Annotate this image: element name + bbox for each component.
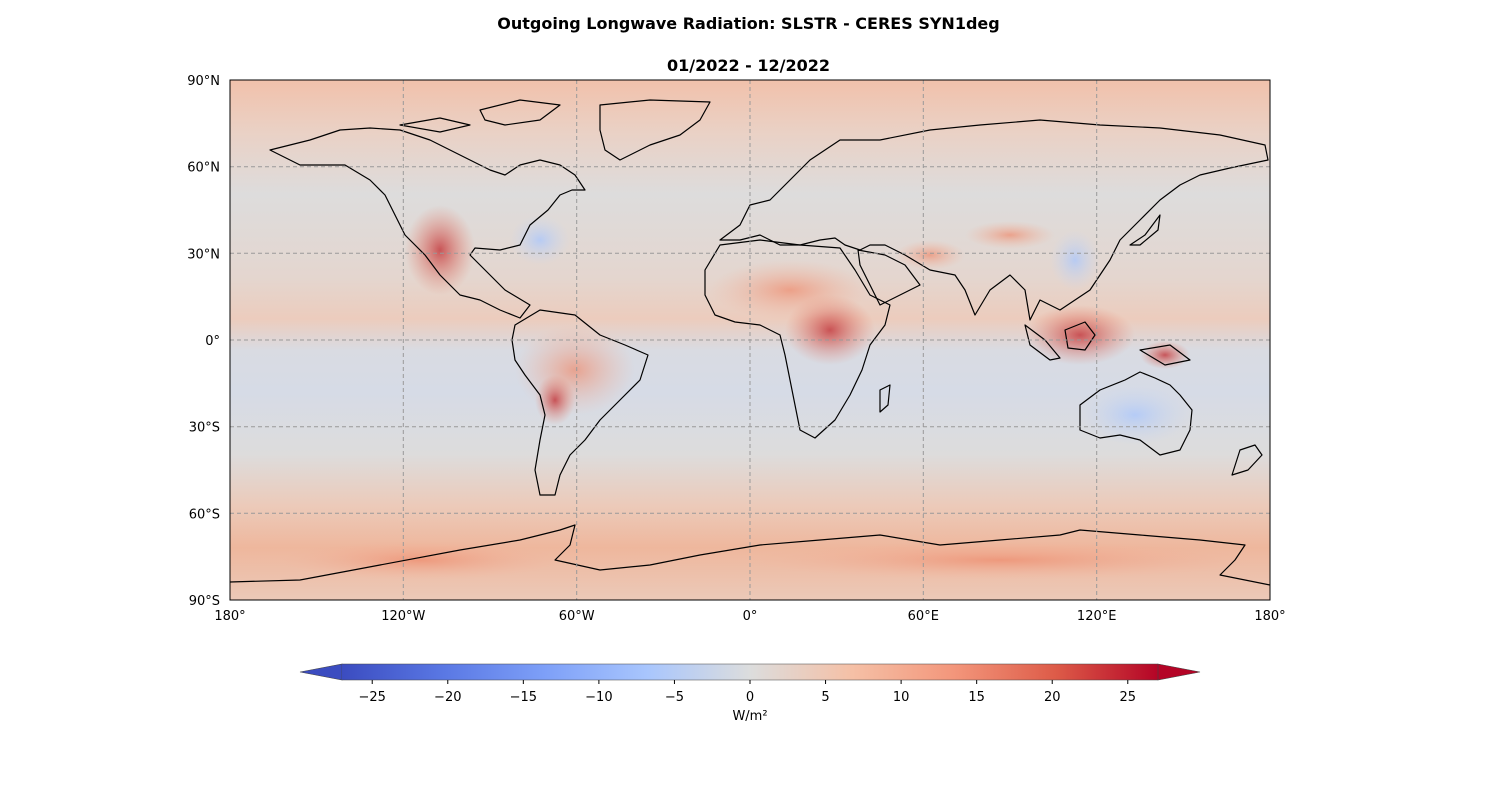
amazon-anomaly bbox=[515, 325, 635, 415]
borneo-coast bbox=[1064, 321, 1096, 351]
colorbar-tick-label: −15 bbox=[510, 690, 537, 705]
china-cool-anomaly bbox=[1050, 230, 1100, 290]
lat-tick-label: 60°N bbox=[187, 161, 220, 176]
greenland-coast bbox=[599, 99, 711, 161]
lat-tick-label: 60°S bbox=[189, 507, 220, 522]
new-guinea-coast bbox=[1139, 344, 1191, 366]
arctic-islands-coast bbox=[399, 99, 561, 133]
mexico-anomaly bbox=[405, 205, 475, 295]
coastlines bbox=[230, 99, 1270, 586]
lon-tick-labels: 180° 120°W 60°W 0° 60°E 120°E 180° bbox=[214, 609, 1285, 624]
map-subtitle: 01/2022 - 12/2022 bbox=[666, 56, 831, 75]
colorbar-tick-label: 10 bbox=[893, 690, 910, 705]
colorbar-body bbox=[342, 664, 1158, 680]
lat-tick-label: 90°S bbox=[189, 594, 220, 609]
lon-tick-label: 120°E bbox=[1077, 609, 1117, 624]
lat-tick-label: 90°N bbox=[187, 74, 220, 89]
colorbar: −25 −20 −15 −10 −5 0 5 10 15 20 25 W/m² bbox=[299, 663, 1201, 724]
lon-tick-label: 180° bbox=[1254, 609, 1285, 624]
lon-tick-label: 60°W bbox=[559, 609, 595, 624]
colorbar-tick-label: 15 bbox=[968, 690, 985, 705]
colorbar-tick-label: 5 bbox=[821, 690, 829, 705]
australia-cool-anomaly bbox=[1080, 385, 1190, 445]
colorbar-ticks: −25 −20 −15 −10 −5 0 5 10 15 20 25 bbox=[359, 680, 1137, 705]
colorbar-tick-label: −25 bbox=[359, 690, 386, 705]
lon-tick-label: 60°E bbox=[908, 609, 939, 624]
colorbar-extend-min bbox=[299, 663, 343, 681]
map-frame bbox=[229, 79, 1271, 601]
antarctica-coast bbox=[230, 524, 1270, 586]
arabia-anomaly bbox=[895, 240, 965, 270]
colorbar-tick-label: 20 bbox=[1044, 690, 1061, 705]
chaco-anomaly bbox=[535, 375, 575, 425]
map-panel: 90°N 60°N 30°N 0° 30°S 60°S 90°S 180° 12… bbox=[187, 74, 1285, 624]
antarctic-west-anomaly bbox=[280, 540, 560, 580]
lon-tick-label: 180° bbox=[214, 609, 245, 624]
antarctic-east-anomaly bbox=[750, 540, 1250, 580]
gridlines bbox=[230, 80, 1270, 600]
colorbar-tick-label: 25 bbox=[1120, 690, 1137, 705]
africa-coast bbox=[704, 239, 891, 439]
lat-tick-label: 0° bbox=[205, 334, 220, 349]
maritime-continent-anomaly bbox=[1025, 305, 1135, 365]
sumatra-coast bbox=[1024, 324, 1061, 361]
us-east-cool-anomaly bbox=[510, 215, 570, 265]
new-zealand-coast bbox=[1231, 444, 1263, 476]
madagascar-coast bbox=[879, 384, 891, 413]
australia-coast bbox=[1079, 371, 1193, 456]
colorbar-tick-label: −10 bbox=[585, 690, 612, 705]
colorbar-tick-label: −5 bbox=[665, 690, 684, 705]
lat-tick-label: 30°S bbox=[189, 421, 220, 436]
lat-tick-labels: 90°N 60°N 30°N 0° 30°S 60°S 90°S bbox=[187, 74, 220, 609]
colorbar-label: W/m² bbox=[732, 709, 767, 724]
colorbar-tick-label: −20 bbox=[434, 690, 461, 705]
colorbar-extend-max bbox=[1157, 663, 1201, 681]
north-america-coast bbox=[269, 127, 586, 319]
japan-coast bbox=[1129, 214, 1161, 246]
map-title: Outgoing Longwave Radiation: SLSTR - CER… bbox=[497, 14, 1000, 33]
south-america-coast bbox=[511, 309, 649, 496]
colorbar-tick-label: 0 bbox=[746, 690, 754, 705]
lat-tick-label: 30°N bbox=[187, 247, 220, 262]
lon-tick-label: 0° bbox=[743, 609, 758, 624]
tibet-anomaly bbox=[965, 221, 1055, 249]
sahel-anomaly bbox=[710, 260, 870, 320]
arabia-coast bbox=[857, 249, 921, 306]
lon-tick-label: 120°W bbox=[381, 609, 425, 624]
